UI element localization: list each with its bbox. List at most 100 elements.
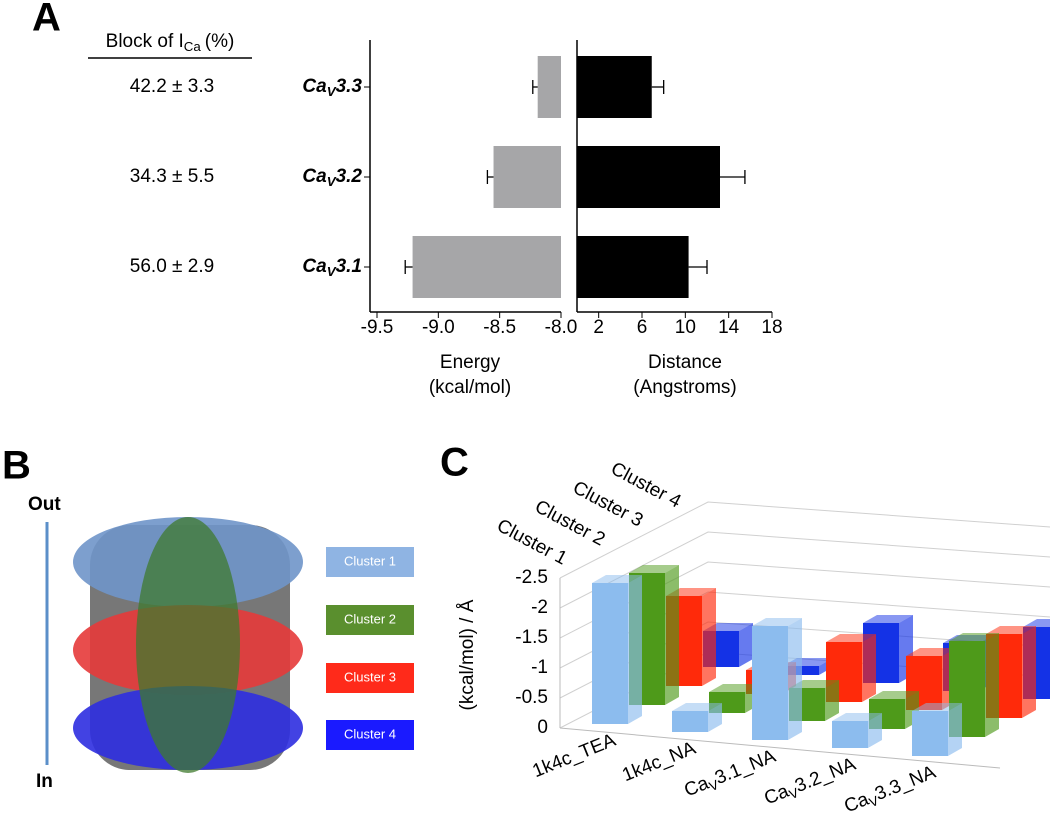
- bar-top: [832, 713, 882, 721]
- bar: [832, 721, 868, 748]
- x-axis-label: (kcal/mol): [429, 377, 511, 398]
- error-bar: [651, 80, 665, 94]
- text-part: 3.3: [336, 76, 363, 97]
- bar-top: [1023, 619, 1050, 627]
- text-part: Ca: [184, 39, 202, 54]
- bar-side: [708, 703, 722, 732]
- bar-side: [665, 565, 679, 705]
- y-tick-label: CaV3.2: [302, 166, 362, 189]
- text-part: Block of I: [106, 31, 184, 52]
- bar-side: [628, 575, 642, 724]
- bar-top: [986, 626, 1036, 634]
- x-axis-label: Energy: [440, 352, 501, 373]
- table-value: 56.0 ± 2.9: [130, 256, 214, 277]
- x-tick-label: 14: [718, 317, 740, 338]
- error-bar: [486, 170, 494, 184]
- legend-swatch: [326, 547, 414, 577]
- panel-label: B: [2, 444, 31, 488]
- in-label: In: [36, 771, 53, 792]
- text-part: (%): [205, 31, 235, 52]
- bar-side: [788, 618, 802, 740]
- bar-top: [629, 565, 679, 573]
- legend-label: Cluster 4: [344, 726, 396, 741]
- bar: [577, 56, 652, 118]
- text-part: V: [327, 264, 337, 279]
- table-value: 42.2 ± 3.3: [130, 76, 214, 97]
- bar-side: [825, 680, 839, 721]
- bar: [493, 146, 561, 208]
- x-axis-label: (Angstroms): [633, 377, 736, 398]
- y-tick-label: CaV3.3: [302, 76, 362, 99]
- bar-side: [868, 713, 882, 748]
- legend-label: Cluster 1: [344, 553, 396, 568]
- bar-top: [906, 648, 956, 656]
- bar-top: [869, 691, 919, 699]
- x-tick-label: 10: [675, 317, 696, 338]
- bar-side: [702, 588, 716, 686]
- out-label: Out: [28, 494, 61, 515]
- y-tick-label: 0: [537, 717, 548, 738]
- text-part: Ca: [302, 76, 327, 97]
- panel-label: C: [440, 441, 469, 485]
- error-bar: [720, 170, 746, 184]
- legend-swatch: [326, 605, 414, 635]
- y-tick-label: -1: [531, 657, 548, 678]
- bar: [752, 626, 788, 740]
- bar-top: [709, 684, 759, 692]
- text-part: 3.1_NA: [712, 746, 779, 789]
- error-bar: [404, 260, 413, 274]
- text-part: 3.1: [336, 256, 362, 277]
- legend-swatch: [326, 720, 414, 750]
- protein-diagram: [45, 517, 303, 773]
- text-part: V: [327, 174, 337, 189]
- legend-label: Cluster 2: [344, 611, 396, 626]
- cluster-2-region: [136, 517, 240, 773]
- bar-top: [672, 703, 722, 711]
- y-tick-label: -0.5: [515, 687, 548, 708]
- bar: [577, 146, 720, 208]
- text-part: Ca: [302, 166, 327, 187]
- bar-side: [948, 703, 962, 756]
- bar-top: [863, 615, 913, 623]
- bar: [592, 583, 628, 724]
- x-tick-label: -8.0: [545, 317, 578, 338]
- error-bar: [688, 260, 708, 274]
- bar: [577, 236, 689, 298]
- x-tick-label: 2: [593, 317, 604, 338]
- bar-top: [752, 618, 802, 626]
- panel-label: A: [32, 0, 61, 40]
- y-tick-label: -2: [531, 597, 548, 618]
- bar: [672, 711, 708, 732]
- x-tick-label: 18: [761, 317, 782, 338]
- grid-line: [559, 501, 1050, 579]
- legend-label: Cluster 3: [344, 669, 396, 684]
- table-value: 34.3 ± 5.5: [130, 166, 214, 187]
- y-tick-label: -2.5: [515, 567, 548, 588]
- text-part: Ca: [761, 781, 792, 810]
- x-tick-label: -9.0: [422, 317, 455, 338]
- y-tick-label: -1.5: [515, 627, 548, 648]
- text-part: 3.2_NA: [792, 754, 859, 797]
- bar-top: [912, 703, 962, 711]
- text-part: V: [327, 84, 337, 99]
- x-tick-label: 6: [637, 317, 648, 338]
- error-bar: [532, 80, 538, 94]
- text-part: Ca: [302, 256, 327, 277]
- bar: [412, 236, 561, 298]
- bar-side: [739, 623, 753, 667]
- x-axis-label: Distance: [648, 352, 722, 373]
- text-part: 3.2: [336, 166, 363, 187]
- bar-side: [985, 633, 999, 737]
- x-tick-label: -9.5: [361, 317, 394, 338]
- bar-top: [592, 575, 642, 583]
- table-header: Block of ICa (%): [106, 31, 235, 54]
- y-tick-label: CaV3.1: [302, 256, 362, 279]
- text-part: Ca: [681, 773, 712, 802]
- text-part: 3.3_NA: [872, 762, 939, 805]
- bar-top: [826, 634, 876, 642]
- bar: [912, 711, 948, 756]
- bar-top: [949, 633, 999, 641]
- bar-side: [862, 634, 876, 702]
- floor-edge: [559, 727, 1001, 769]
